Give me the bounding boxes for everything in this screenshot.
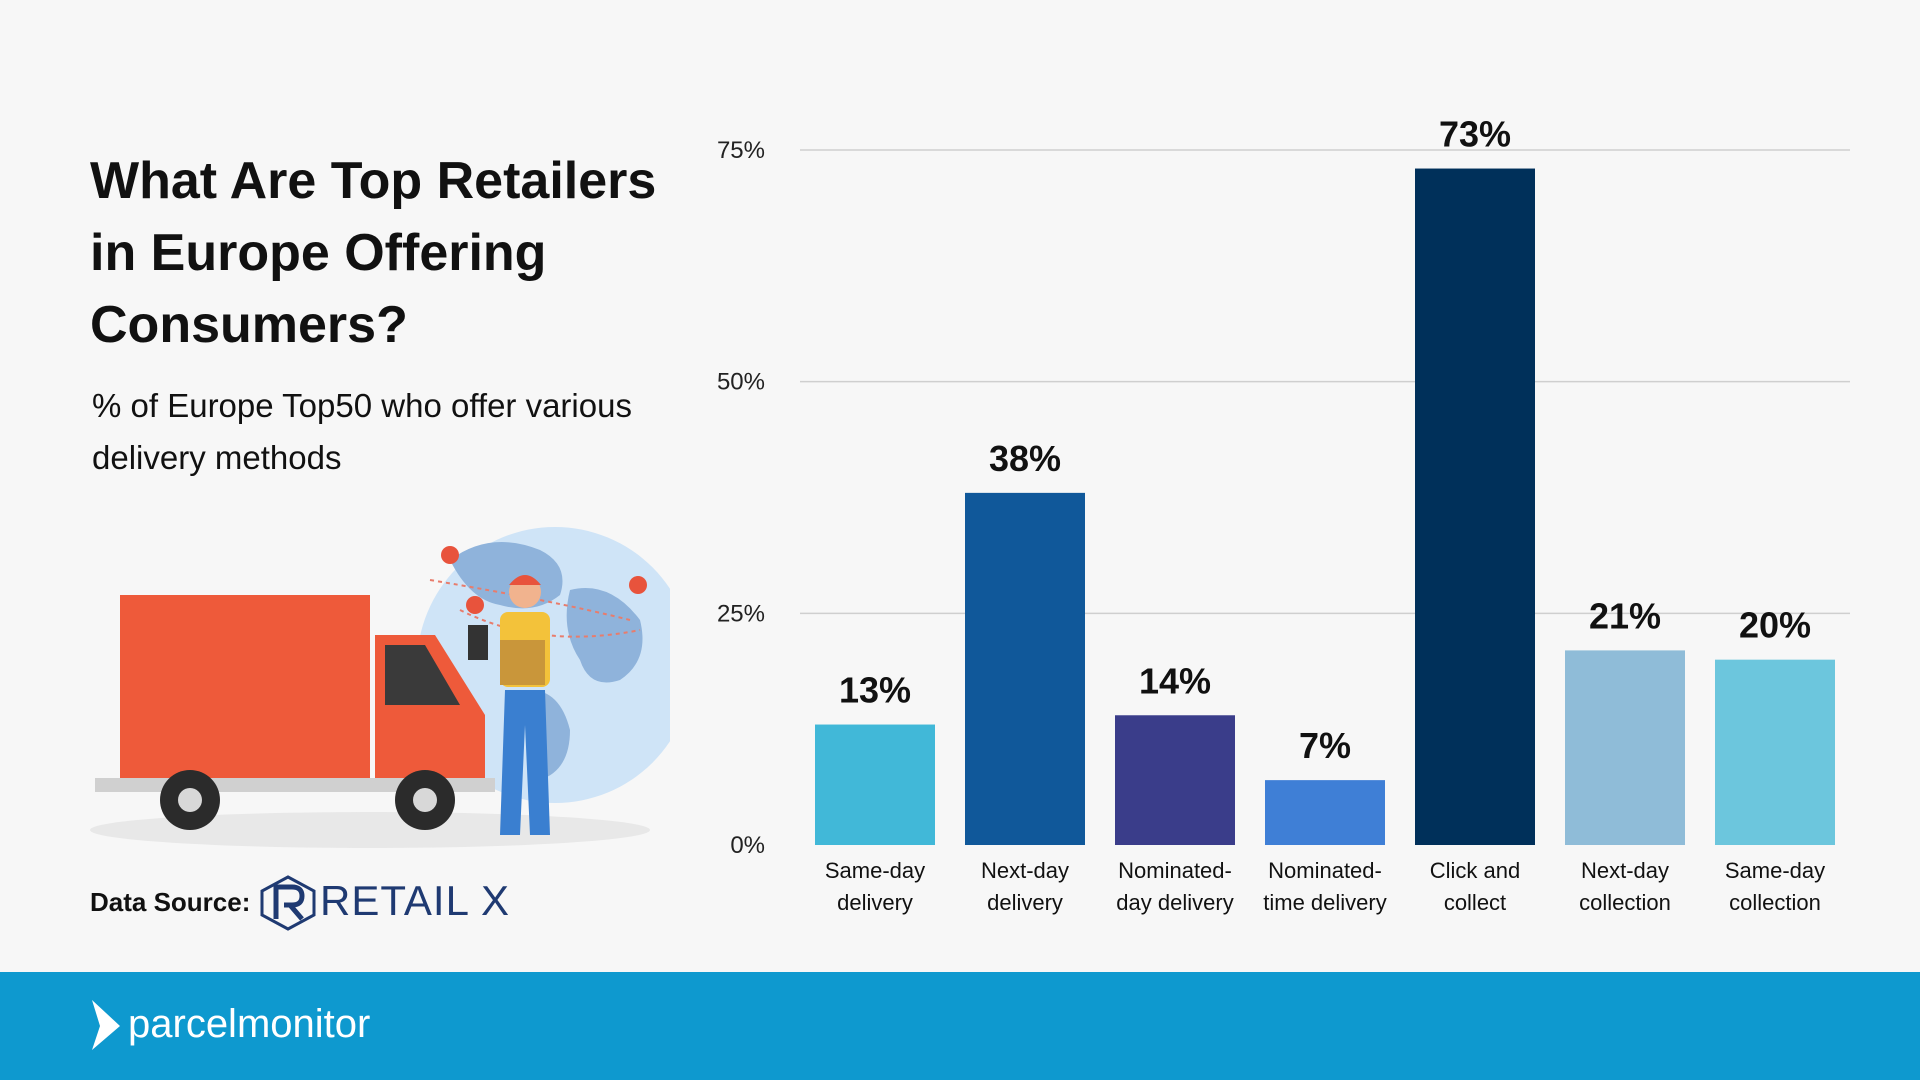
map-pin-icon — [629, 576, 647, 594]
labels: 0% 25% 50% 75% 13% Same-day delivery 38% Next-da… — [717, 114, 1825, 915]
map-pin-icon — [441, 546, 459, 564]
chart-subtitle: % of Europe Top50 who offer various deli… — [92, 387, 632, 476]
footer-brand: parcelmonitor — [128, 1002, 371, 1046]
x-tick-label: delivery — [987, 890, 1063, 915]
x-tick-label: Next-day — [1581, 858, 1669, 883]
x-tick-label: collection — [1579, 890, 1671, 915]
x-tick-label: Nominated- — [1268, 858, 1382, 883]
y-tick-label: 75% — [717, 137, 765, 164]
parcel-icon — [500, 640, 545, 685]
x-tick-label: Click and — [1430, 858, 1520, 883]
x-tick-label: collection — [1729, 890, 1821, 915]
x-tick-label: Same-day — [825, 858, 925, 883]
x-tick-label: Nominated- — [1118, 858, 1232, 883]
bar — [1715, 659, 1835, 845]
parcelmonitor-logo-icon — [92, 1000, 120, 1050]
bar — [1415, 168, 1535, 845]
footer-bar: parcelmonitor — [0, 972, 1920, 1080]
bars — [815, 168, 1835, 845]
bar-value-label: 7% — [1299, 725, 1351, 766]
truck-body-icon — [120, 595, 370, 785]
bar — [1115, 715, 1235, 845]
x-tick-label: delivery — [837, 890, 913, 915]
x-tick-label: collect — [1444, 890, 1506, 915]
bar-value-label: 14% — [1139, 660, 1211, 701]
chart-title: What Are Top Retailers in Europe Offerin… — [90, 152, 657, 354]
x-tick-label: day delivery — [1116, 890, 1233, 915]
bar — [1565, 650, 1685, 845]
bar — [1265, 780, 1385, 845]
bar-value-label: 38% — [989, 438, 1061, 479]
bar-value-label: 13% — [839, 670, 911, 711]
x-tick-label: Same-day — [1725, 858, 1825, 883]
bar-value-label: 20% — [1739, 605, 1811, 646]
x-tick-label: Next-day — [981, 858, 1069, 883]
x-tick-label: time delivery — [1263, 890, 1386, 915]
delivery-illustration — [90, 527, 670, 848]
y-tick-label: 25% — [717, 600, 765, 627]
y-tick-label: 50% — [717, 369, 765, 396]
y-tick-label: 0% — [730, 832, 765, 859]
map-pin-icon — [466, 596, 484, 614]
bar-value-label: 73% — [1439, 114, 1511, 155]
gridlines — [800, 149, 1850, 615]
bar-value-label: 21% — [1589, 595, 1661, 636]
phone-icon — [468, 625, 488, 660]
bar — [815, 724, 935, 845]
source-label: Data Source: — [90, 887, 251, 917]
retailx-logo-icon — [260, 875, 316, 931]
bar — [965, 492, 1085, 845]
source-brand: RETAIL X — [320, 877, 511, 924]
bar-chart: 0% 25% 50% 75% 13% Same-day delivery 38% Next-da… — [717, 114, 1850, 915]
